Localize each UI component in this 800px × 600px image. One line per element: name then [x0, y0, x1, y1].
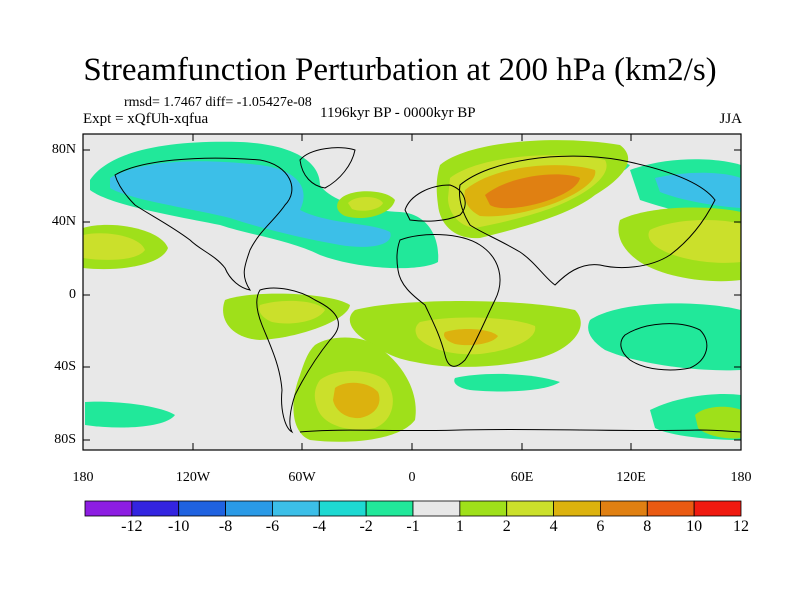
period-label: 1196kyr BP - 0000kyr BP: [320, 105, 476, 121]
colorbar-label: 1: [455, 518, 464, 535]
colorbar-swatch: [553, 500, 601, 517]
lon-label: 120E: [616, 470, 646, 485]
colorbar-label: -10: [168, 518, 190, 535]
lon-label: 120W: [175, 470, 211, 485]
colorbar-swatch: [272, 500, 320, 517]
colorbar-swatch: [693, 500, 742, 517]
coastline-asia: [459, 155, 716, 286]
colorbar-label: 2: [502, 518, 511, 535]
contour-region: [83, 233, 145, 260]
lat-label: 80N: [51, 142, 76, 157]
lon-label: 60W: [288, 470, 316, 485]
contour-region: [259, 300, 325, 324]
lat-tick-marks: [83, 149, 741, 441]
colorbar-swatch: [646, 500, 695, 517]
lon-label: 180: [730, 470, 752, 485]
colorbar-swatch: [459, 500, 508, 517]
lon-label: 180: [72, 470, 94, 485]
lon-label: 60E: [510, 470, 534, 485]
coastline-antarctica: [299, 428, 741, 433]
colorbar-swatch: [84, 500, 133, 517]
lon-tick-marks: [192, 134, 632, 450]
colorbar-label: 10: [686, 518, 703, 535]
colorbar-swatch: [225, 500, 273, 517]
colorbar-swatch: [506, 500, 554, 517]
coastline-africa: [396, 234, 501, 367]
colorbar-label: 8: [643, 518, 652, 535]
contour-region: [648, 220, 741, 263]
lat-label: 0: [69, 287, 76, 302]
colorbar-label: -8: [218, 518, 233, 535]
coastline-europe: [404, 184, 466, 222]
contour-region: [348, 197, 383, 211]
colorbar-swatch: [178, 500, 226, 517]
colorbar-label: -2: [359, 518, 373, 535]
contour-field: [83, 134, 741, 450]
lat-label: 40N: [51, 214, 76, 229]
colorbar-label: -4: [312, 518, 326, 535]
colorbar-swatch: [600, 500, 648, 517]
plot-title: Streamfunction Perturbation at 200 hPa (…: [83, 52, 717, 88]
colorbar-swatch: [412, 500, 461, 517]
lon-label: 0: [408, 470, 416, 485]
colorbar-label: -12: [121, 518, 143, 535]
contour-region: [333, 382, 380, 419]
lat-label: 40S: [54, 359, 76, 374]
coastline-greenland: [299, 147, 356, 189]
coastline-south-america: [256, 287, 339, 434]
contour-region: [485, 174, 580, 209]
contour-region: [85, 401, 175, 428]
colorbar-label: 12: [733, 518, 749, 535]
coastline-north-america: [114, 157, 293, 291]
contour-region: [588, 303, 741, 371]
contour-region: [655, 172, 741, 208]
colorbar-swatch: [365, 500, 414, 517]
stats-text: rmsd= 1.7467 diff= -1.05427e-08: [124, 95, 312, 110]
lat-label: 80S: [54, 432, 76, 447]
colorbar: [84, 500, 742, 517]
coastline-australia: [620, 323, 708, 371]
colorbar-label: 4: [549, 518, 558, 535]
colorbar-label: -1: [406, 518, 420, 535]
experiment-label: Expt = xQfUh-xqfua: [83, 111, 209, 127]
colorbar-label: 6: [596, 518, 605, 535]
contour-region: [110, 161, 391, 247]
colorbar-swatch: [318, 500, 367, 517]
colorbar-swatch: [131, 500, 180, 517]
coastlines: [114, 147, 741, 434]
contour-region: [454, 373, 560, 392]
colorbar-label: -6: [265, 518, 280, 535]
contour-region: [444, 328, 498, 346]
season-label: JJA: [719, 111, 742, 127]
